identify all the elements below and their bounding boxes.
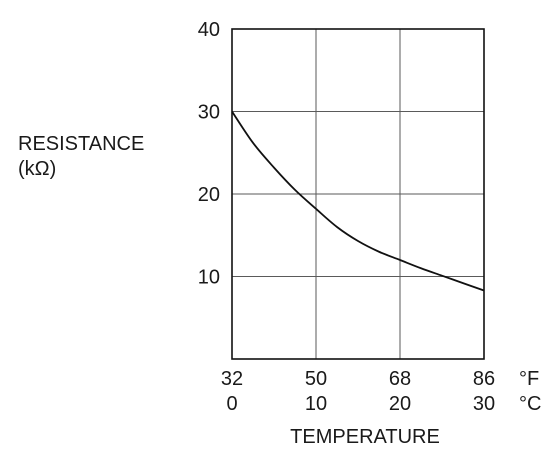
- x-tick-label-fahrenheit: 50: [305, 368, 327, 390]
- y-tick-label: 30: [198, 102, 220, 124]
- x-tick-label-celsius: 10: [305, 393, 327, 415]
- y-tick-label: 20: [198, 184, 220, 206]
- x-tick-labels: 32 50 68 86 0 10 20 30: [221, 368, 495, 415]
- y-tick-labels: 10 20 30 40: [198, 19, 220, 289]
- resistance-curve: [231, 110, 485, 292]
- x-tick-label-fahrenheit: 32: [221, 368, 243, 390]
- x-axis-title: TEMPERATURE: [290, 426, 440, 448]
- y-tick-label: 40: [198, 19, 220, 41]
- x-tick-label-celsius: 0: [226, 393, 237, 415]
- x-tick-label-fahrenheit: 68: [389, 368, 411, 390]
- grid-layer: [232, 29, 484, 359]
- y-axis-title-line2: (kΩ): [18, 158, 56, 180]
- y-tick-label: 10: [198, 267, 220, 289]
- x-tick-label-celsius: 30: [473, 393, 495, 415]
- x-unit-fahrenheit: °F: [519, 368, 539, 390]
- y-axis-title-line1: RESISTANCE: [18, 133, 144, 155]
- x-tick-label-fahrenheit: 86: [473, 368, 495, 390]
- x-tick-label-celsius: 20: [389, 393, 411, 415]
- x-unit-celsius: °C: [519, 393, 541, 415]
- plot-frame: [231, 28, 485, 360]
